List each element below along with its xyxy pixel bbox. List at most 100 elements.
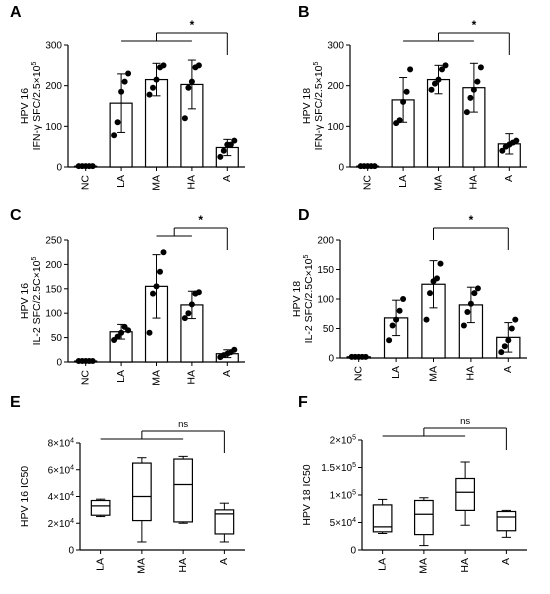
box [131,462,152,522]
data-point [505,337,512,344]
y-axis-label: HPV 18 IC50 [301,464,313,525]
panel-letter: C [10,207,22,224]
x-tick-label: LA [376,558,388,571]
data-point [195,62,202,69]
data-point [396,307,403,314]
data-point [407,66,414,73]
data-point [227,141,234,148]
x-tick-label: A [503,175,515,182]
y-axis-label-line1: HPV 16 [19,283,31,319]
y-tick-label: 1×105 [330,490,357,502]
data-point [437,260,444,267]
data-point [423,316,430,323]
data-point [121,78,128,85]
y-axis-label-line2: IL-2 SFC/2.5C×105 [31,256,43,345]
panel-letter: D [298,207,310,224]
x-tick-label: HA [468,175,480,190]
x-tick-label: A [218,558,230,565]
x-tick-label: MA [418,558,430,574]
y-tick-label: 0 [350,546,356,557]
y-tick-label: 6×104 [48,464,75,476]
data-point [89,163,96,170]
data-point [393,316,400,323]
box [372,504,393,533]
data-point [89,358,96,365]
x-tick-label: MA [427,366,439,382]
data-point [181,115,188,122]
significance-label: * [469,213,474,227]
data-point [217,153,224,160]
data-point [467,94,474,101]
panel-b: B 0 100 200 300 HPV 18 IFN-γ SFC/2.5×105 NC LA MA… [298,4,527,191]
data-point [427,290,433,297]
data-point [362,353,369,360]
data-point [231,137,238,144]
panel-letter: E [10,394,21,411]
x-tick-label: HA [186,175,198,190]
x-tick-label: LA [115,175,127,188]
data-point [400,296,407,302]
data-point [111,132,118,139]
y-tick-label: 5×104 [330,517,357,529]
y-axis-label-line2: IL-2 SFC/2.5C×105 [303,254,315,343]
box [173,458,194,523]
panel-letter: A [10,4,22,21]
x-tick-label: A [221,175,233,182]
x-tick-label: HA [459,558,471,573]
data-point [153,76,160,83]
data-point [499,147,506,154]
panel-e: E 0 2×104 4×104 6×104 8×104 HPV 16 IC50 LA MA HA A… [10,394,245,574]
x-tick-label: A [500,558,512,565]
x-tick-label: LA [390,366,402,379]
data-point [220,147,227,154]
box [496,510,517,532]
x-tick-label: HA [177,558,189,573]
y-tick-label: 150 [317,265,334,276]
x-tick-label: NC [352,366,364,382]
data-point [460,322,467,329]
y-axis-label-line2: IFN-γ SFC/2.5×105 [313,62,325,151]
x-tick-label: NC [79,175,91,191]
data-point [386,337,393,344]
data-point [160,249,167,256]
data-point [477,64,484,71]
y-tick-label: 50 [51,333,63,344]
x-tick-label: MA [432,175,444,191]
data-point [185,84,192,91]
data-point [160,62,167,69]
data-point [467,300,474,307]
data-point [474,285,481,292]
panel-letter: B [298,4,310,21]
data-point [434,275,440,282]
y-tick-label: 2×104 [48,518,75,530]
y-tick-label: 200 [45,260,62,271]
x-tick-label: LA [94,558,106,571]
y-axis-label-line2: IFN-γ SFC/2.5×105 [31,62,43,151]
y-tick-label: 2×105 [330,435,357,447]
y-tick-label: 0 [338,163,344,174]
data-point [470,86,477,93]
data-point [146,91,153,98]
x-tick-label: LA [397,175,409,188]
data-point [403,88,410,95]
data-point [389,322,396,329]
x-tick-label: HA [186,370,198,385]
x-tick-label: A [221,370,233,377]
y-tick-label: 200 [317,236,334,247]
y-tick-label: 100 [317,295,334,306]
y-tick-label: 4×104 [48,491,75,503]
data-point [512,316,519,323]
y-tick-label: 1.5×105 [321,462,356,474]
y-tick-label: 0 [56,163,62,174]
data-point [400,98,407,105]
y-tick-label: 100 [45,122,62,133]
data-point [185,310,192,317]
data-point [471,290,478,297]
x-tick-label: NC [361,175,373,191]
data-point [153,283,160,290]
data-point [188,301,195,308]
data-point [508,325,515,332]
data-point [231,346,238,353]
data-point [513,137,520,144]
y-axis-label-line1: HPV 18 [291,281,303,317]
